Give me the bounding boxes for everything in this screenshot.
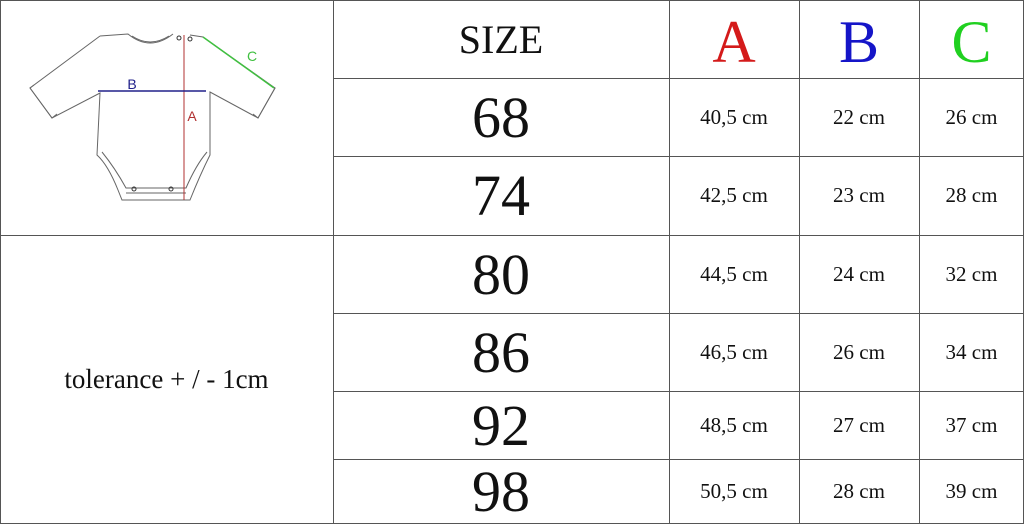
size-cell: 74 [472, 163, 530, 228]
measure-a-cell: 44,5 cm [700, 261, 768, 286]
size-header: SIZE [458, 16, 544, 62]
size-cell: 86 [472, 319, 530, 385]
divider [333, 0, 334, 524]
measure-b-cell: 26 cm [833, 339, 885, 364]
measure-b-cell: 24 cm [833, 261, 885, 286]
divider [0, 0, 1024, 1]
divider [333, 391, 1024, 392]
measure-c-cell: 39 cm [945, 478, 998, 503]
measure-a-cell: 42,5 cm [700, 183, 768, 207]
size-cell: 92 [472, 392, 530, 458]
measure-c-cell: 26 cm [945, 104, 998, 129]
divider [333, 459, 1024, 460]
diagram-label-c: C [246, 48, 258, 64]
size-cell: 68 [472, 84, 530, 150]
divider [0, 0, 1, 524]
tolerance-note: tolerance + / - 1cm [64, 364, 269, 394]
divider [799, 0, 800, 524]
a-header: A [712, 8, 756, 75]
divider [919, 0, 920, 524]
measure-c-line [202, 36, 275, 89]
diagram-label-b: B [127, 76, 137, 92]
measure-b-cell: 27 cm [833, 412, 885, 437]
measure-a-cell: 40,5 cm [700, 104, 768, 129]
measure-b-cell: 28 cm [833, 478, 885, 503]
divider [333, 78, 1024, 79]
measure-a-cell: 50,5 cm [700, 478, 768, 503]
measure-c-cell: 28 cm [945, 183, 998, 207]
c-header: C [951, 8, 992, 75]
bodysuit-diagram-icon [29, 33, 276, 201]
diagram-label-a: A [187, 108, 197, 124]
measure-a-cell: 48,5 cm [700, 412, 768, 437]
measure-b-cell: 23 cm [833, 183, 885, 207]
divider [333, 156, 1024, 157]
measure-a-cell: 46,5 cm [700, 339, 768, 364]
divider [669, 0, 670, 524]
measure-c-cell: 37 cm [945, 412, 998, 437]
measure-c-cell: 34 cm [945, 339, 998, 364]
divider [0, 235, 1024, 236]
size-cell: 98 [472, 458, 530, 524]
b-header: B [838, 8, 880, 75]
divider [333, 313, 1024, 314]
measure-c-cell: 32 cm [945, 261, 998, 286]
size-cell: 80 [472, 241, 530, 307]
measure-b-cell: 22 cm [833, 104, 885, 129]
